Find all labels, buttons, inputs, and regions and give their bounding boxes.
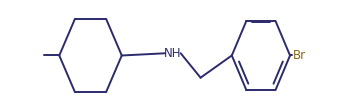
Text: Br: Br	[293, 49, 306, 62]
Text: NH: NH	[164, 47, 182, 60]
